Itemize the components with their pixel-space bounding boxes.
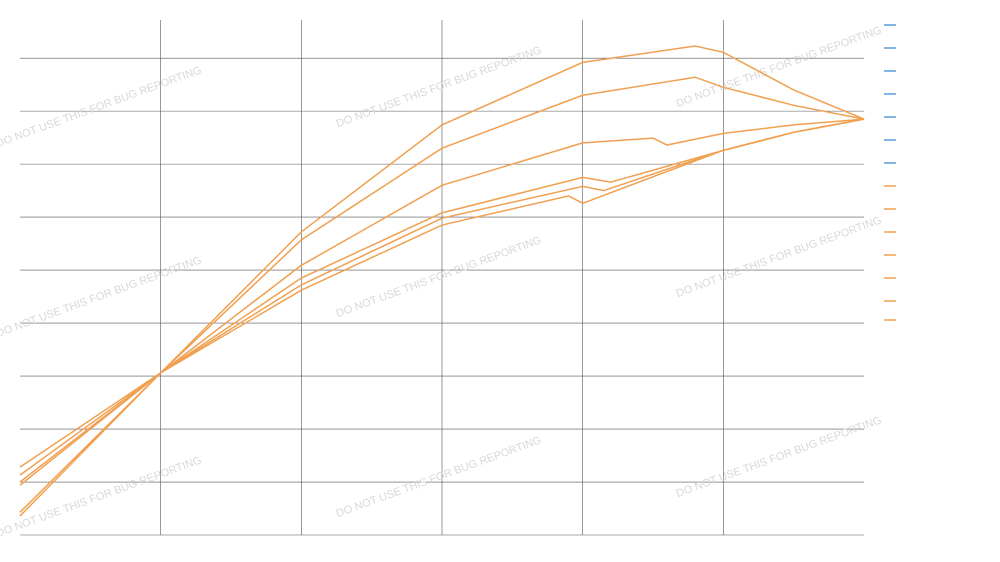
watermark: DO NOT USE THIS FOR BUG REPORTING	[675, 24, 884, 110]
legend	[884, 24, 896, 321]
series-line	[19, 45, 865, 517]
watermark: DO NOT USE THIS FOR BUG REPORTING	[335, 434, 544, 520]
watermark: DO NOT USE THIS FOR BUG REPORTING	[675, 414, 884, 500]
watermark: DO NOT USE THIS FOR BUG REPORTING	[335, 234, 544, 320]
series-line	[19, 76, 865, 513]
watermark: DO NOT USE THIS FOR BUG REPORTING	[335, 44, 544, 130]
watermark: DO NOT USE THIS FOR BUG REPORTING	[675, 214, 884, 300]
series-line	[19, 118, 865, 483]
watermark: DO NOT USE THIS FOR BUG REPORTING	[0, 64, 203, 150]
series-line	[19, 118, 865, 486]
watermark: DO NOT USE THIS FOR BUG REPORTING	[0, 254, 203, 340]
